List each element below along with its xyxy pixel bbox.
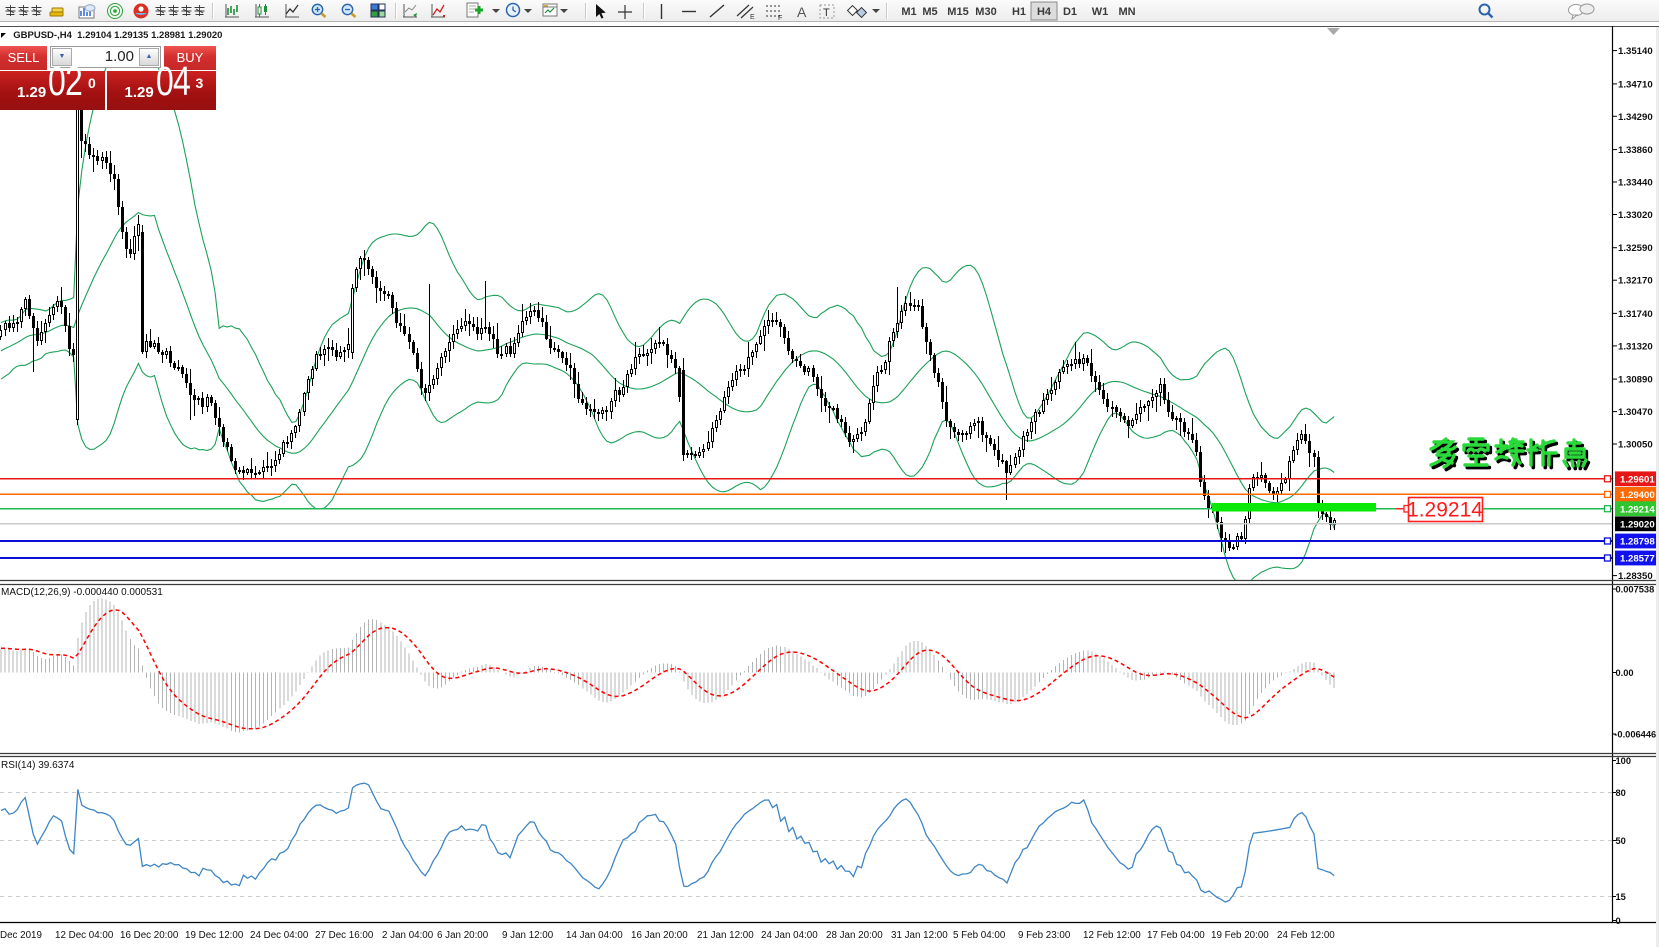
- svg-text:1.29020: 1.29020: [1620, 520, 1655, 531]
- svg-text:1.33440: 1.33440: [1618, 178, 1653, 189]
- svg-text:31 Jan 12:00: 31 Jan 12:00: [891, 930, 948, 941]
- svg-text:Dec 2019: Dec 2019: [0, 930, 42, 941]
- svg-text:MACD(12,26,9) -0.000440 0.0005: MACD(12,26,9) -0.000440 0.000531: [1, 587, 163, 598]
- svg-text:1.31740: 1.31740: [1618, 309, 1653, 320]
- svg-text:1.31320: 1.31320: [1618, 341, 1653, 352]
- svg-text:16 Dec 20:00: 16 Dec 20:00: [120, 930, 179, 941]
- svg-text:17 Feb 04:00: 17 Feb 04:00: [1147, 930, 1205, 941]
- svg-text:12 Dec 04:00: 12 Dec 04:00: [55, 930, 114, 941]
- svg-text:19 Feb 20:00: 19 Feb 20:00: [1211, 930, 1269, 941]
- svg-text:1.32170: 1.32170: [1618, 276, 1653, 287]
- svg-text:2 Jan 04:00: 2 Jan 04:00: [382, 930, 434, 941]
- svg-text:H1: H1: [1012, 6, 1026, 18]
- svg-text:1.28350: 1.28350: [1618, 571, 1653, 582]
- svg-text:M30: M30: [975, 6, 996, 18]
- svg-text:24 Dec 04:00: 24 Dec 04:00: [250, 930, 309, 941]
- svg-text:12 Feb 12:00: 12 Feb 12:00: [1083, 930, 1141, 941]
- svg-text:1.28577: 1.28577: [1620, 554, 1655, 565]
- svg-text:1.28798: 1.28798: [1620, 537, 1655, 548]
- svg-text:1.33020: 1.33020: [1618, 210, 1653, 221]
- svg-text:0.007538: 0.007538: [1616, 585, 1655, 595]
- svg-text:0.00: 0.00: [1616, 668, 1634, 678]
- svg-text:6 Jan 20:00: 6 Jan 20:00: [437, 930, 489, 941]
- svg-text:1.30050: 1.30050: [1618, 440, 1653, 451]
- svg-text:21 Jan 12:00: 21 Jan 12:00: [697, 930, 754, 941]
- svg-text:-0.006446: -0.006446: [1614, 730, 1656, 740]
- svg-text:1.30470: 1.30470: [1618, 407, 1653, 418]
- svg-text:M15: M15: [947, 6, 968, 18]
- svg-text:80: 80: [1616, 788, 1626, 798]
- svg-text:RSI(14) 39.6374: RSI(14) 39.6374: [1, 760, 75, 771]
- svg-text:E: E: [750, 14, 755, 21]
- svg-text:24 Jan 04:00: 24 Jan 04:00: [761, 930, 818, 941]
- svg-text:MN: MN: [1118, 6, 1135, 18]
- svg-text:1.33860: 1.33860: [1618, 145, 1653, 156]
- svg-text:1.34710: 1.34710: [1618, 79, 1653, 90]
- svg-text:24 Feb 12:00: 24 Feb 12:00: [1277, 930, 1335, 941]
- svg-text:M1: M1: [901, 6, 916, 18]
- svg-text:1.29214: 1.29214: [1620, 504, 1655, 515]
- svg-text:D1: D1: [1063, 6, 1077, 18]
- svg-text:14 Jan 04:00: 14 Jan 04:00: [566, 930, 623, 941]
- svg-text:T: T: [823, 7, 830, 19]
- svg-text:1.29601: 1.29601: [1620, 475, 1655, 486]
- svg-text:27 Dec 16:00: 27 Dec 16:00: [315, 930, 374, 941]
- svg-text:9 Jan 12:00: 9 Jan 12:00: [502, 930, 554, 941]
- svg-text:1.29400: 1.29400: [1620, 490, 1655, 501]
- svg-text:1.35140: 1.35140: [1618, 46, 1653, 57]
- svg-text:1.32590: 1.32590: [1618, 243, 1653, 254]
- svg-text:16 Jan 20:00: 16 Jan 20:00: [631, 930, 688, 941]
- svg-text:W1: W1: [1092, 6, 1109, 18]
- svg-text:5 Feb 04:00: 5 Feb 04:00: [953, 930, 1006, 941]
- svg-text:A: A: [797, 4, 807, 20]
- svg-text:F: F: [778, 15, 782, 22]
- svg-text:H4: H4: [1037, 6, 1052, 18]
- svg-text:M5: M5: [922, 6, 937, 18]
- svg-text:19 Dec 12:00: 19 Dec 12:00: [185, 930, 244, 941]
- svg-text:28 Jan 20:00: 28 Jan 20:00: [826, 930, 883, 941]
- svg-text:1.34290: 1.34290: [1618, 112, 1653, 123]
- svg-text:0: 0: [1616, 916, 1621, 926]
- svg-text:15: 15: [1616, 892, 1626, 902]
- svg-text:100: 100: [1616, 756, 1632, 766]
- svg-text:1.29214: 1.29214: [1407, 499, 1483, 522]
- svg-text:1.30890: 1.30890: [1618, 375, 1653, 386]
- svg-text:50: 50: [1616, 836, 1626, 846]
- svg-text:9 Feb 23:00: 9 Feb 23:00: [1018, 930, 1071, 941]
